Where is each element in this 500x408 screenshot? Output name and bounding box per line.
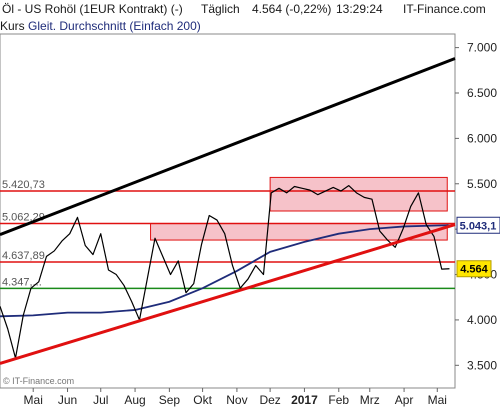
price-value-tag bbox=[456, 260, 492, 278]
x-tick-label-5: Sep bbox=[159, 393, 181, 407]
brand-name: IT-Finance.com bbox=[403, 2, 486, 16]
trendline-upper bbox=[0, 57, 456, 236]
x-tick-label-13: Mai bbox=[428, 393, 447, 407]
ma-value-tag bbox=[456, 216, 500, 234]
last-quote: 4.564 (-0,22%) bbox=[252, 2, 332, 16]
y-tick-label-2: 4.000 bbox=[467, 313, 497, 327]
y-tick-label-8: 7.000 bbox=[467, 41, 497, 55]
legend-price-label: Kurs bbox=[0, 19, 25, 33]
level-label-1: 5.420,73 bbox=[2, 179, 45, 191]
ma-value-tag-text: 5.043,1 bbox=[460, 220, 497, 232]
moving-average-line bbox=[0, 224, 450, 318]
level-label-2: 5.062,29 bbox=[2, 211, 45, 223]
price-value-tag-text: 4.564 bbox=[460, 264, 488, 276]
interval-label: Täglich bbox=[201, 2, 240, 16]
chart-header: Öl - US Rohöl (1EUR Kontrakt) (-) Täglic… bbox=[0, 0, 500, 18]
watermark-text: © IT-Finance.com bbox=[3, 376, 74, 386]
instrument-name: Öl - US Rohöl (1EUR Kontrakt) (-) bbox=[2, 2, 183, 16]
x-tick-label-4: Aug bbox=[124, 393, 145, 407]
y-tick-label-6: 6.000 bbox=[467, 131, 497, 145]
legend-ma-label: Gleit. Durchschnitt (Einfach 200) bbox=[28, 19, 201, 33]
x-tick-label-8: Dez bbox=[259, 393, 280, 407]
x-tick-label-7: Nov bbox=[226, 393, 247, 407]
y-tick-label-1: 3.500 bbox=[467, 358, 497, 372]
x-tick-label-1: Mai bbox=[24, 393, 43, 407]
x-tick-label-10: Feb bbox=[328, 393, 349, 407]
chart-legend: Kurs Gleit. Durchschnitt (Einfach 200) bbox=[0, 18, 201, 34]
x-tick-label-2: Jun bbox=[58, 393, 77, 407]
level-label-3: 4.637,89 bbox=[2, 250, 45, 262]
x-tick-label-9: 2017 bbox=[291, 393, 318, 407]
level-label-4: 4.347,... bbox=[2, 276, 42, 288]
y-tick-label-7: 6.500 bbox=[467, 86, 497, 100]
x-tick-label-11: Mrz bbox=[360, 393, 380, 407]
y-tick-label-5: 5.500 bbox=[467, 177, 497, 191]
x-tick-label-3: Jul bbox=[93, 393, 108, 407]
x-tick-label-12: Apr bbox=[395, 393, 414, 407]
x-tick-label-6: Okt bbox=[193, 393, 212, 407]
price-line bbox=[0, 184, 450, 359]
trendline-lower bbox=[0, 223, 456, 365]
quote-time: 13:29:24 bbox=[336, 2, 383, 16]
